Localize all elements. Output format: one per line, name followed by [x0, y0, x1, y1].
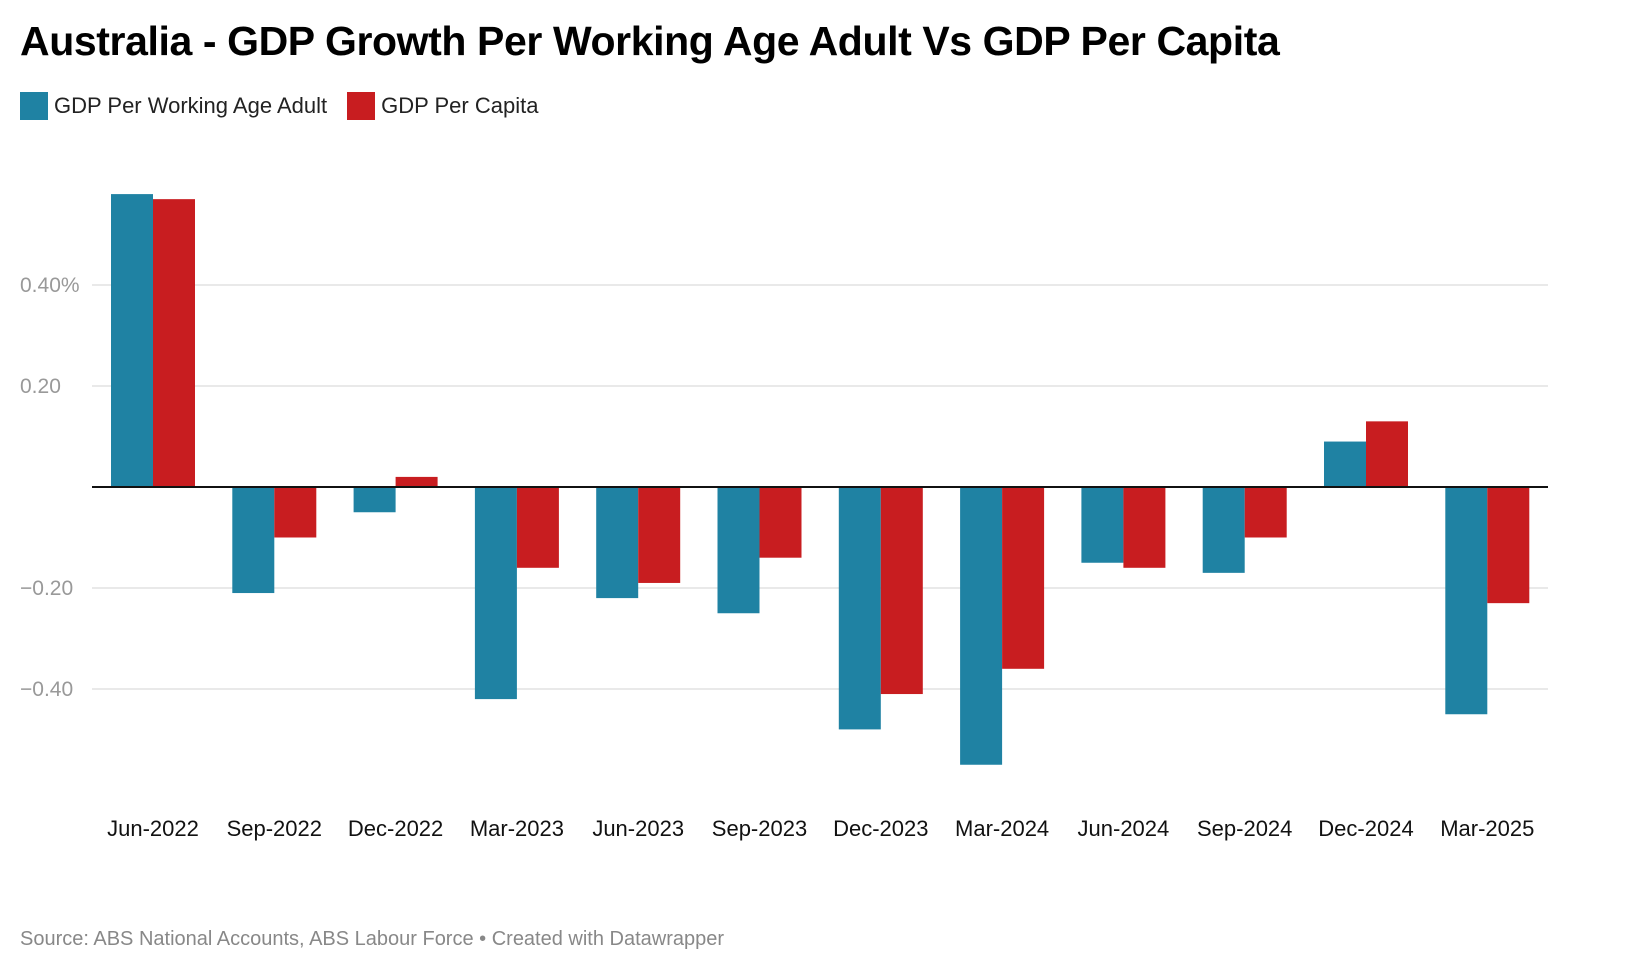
x-tick-label-dec-2023: Dec-2023: [833, 816, 928, 841]
x-tick-label-sep-2023: Sep-2023: [712, 816, 807, 841]
bars: [111, 194, 1530, 765]
x-tick-label-mar-2023: Mar-2023: [470, 816, 564, 841]
bar-per-capita-sep-2022: [274, 487, 317, 538]
bar-per-capita-dec-2022: [395, 476, 438, 487]
bar-per-capita-jun-2022: [153, 199, 195, 487]
bar-working-age-adult-sep-2024: [1202, 487, 1245, 573]
legend-item-working-age-adult: GDP Per Working Age Adult: [20, 92, 327, 120]
legend-label-working-age-adult: GDP Per Working Age Adult: [54, 93, 328, 118]
x-tick-label-jun-2022: Jun-2022: [107, 816, 199, 841]
legend-swatch-per-capita: [347, 92, 376, 120]
x-tick-label-dec-2022: Dec-2022: [348, 816, 443, 841]
bar-working-age-adult-mar-2024: [960, 487, 1003, 765]
bar-working-age-adult-dec-2022: [353, 487, 396, 513]
y-tick-label-1: 0.20: [20, 375, 61, 398]
bar-working-age-adult-dec-2023: [838, 487, 881, 730]
x-tick-label-sep-2022: Sep-2022: [227, 816, 322, 841]
x-tick-label-dec-2024: Dec-2024: [1318, 816, 1413, 841]
bar-working-age-adult-jun-2022: [111, 194, 153, 487]
axes: 0.40% 0.20 −0.20 −0.40 Jun-2022 Sep-2022 Dec-2…: [20, 274, 1548, 841]
bar-per-capita-jun-2023: [638, 487, 681, 583]
bar-working-age-adult-sep-2022: [232, 487, 275, 594]
bar-per-capita-mar-2023: [516, 487, 559, 568]
bar-working-age-adult-mar-2023: [474, 487, 517, 700]
bar-per-capita-sep-2024: [1244, 487, 1287, 538]
bar-per-capita-sep-2023: [759, 487, 802, 558]
legend-swatch-working-age-adult: [20, 92, 48, 120]
bar-working-age-adult-mar-2025: [1445, 487, 1488, 715]
bar-per-capita-dec-2023: [880, 487, 923, 695]
x-tick-label-jun-2023: Jun-2023: [592, 816, 684, 841]
y-tick-label-0: 0.40%: [20, 274, 80, 297]
legend-item-per-capita: GDP Per Capita: [347, 92, 538, 120]
gridlines: [92, 284, 1548, 690]
chart-title: Australia - GDP Growth Per Working Age A…: [20, 18, 1280, 64]
x-tick-label-jun-2024: Jun-2024: [1078, 816, 1170, 841]
bar-working-age-adult-sep-2023: [717, 487, 760, 614]
bar-working-age-adult-jun-2024: [1081, 487, 1124, 563]
y-tick-label-3: −0.40: [20, 678, 73, 701]
bar-per-capita-dec-2024: [1366, 421, 1408, 487]
bar-working-age-adult-jun-2023: [596, 487, 639, 599]
y-tick-label-2: −0.20: [20, 577, 73, 600]
bar-per-capita-mar-2025: [1487, 487, 1530, 604]
bar-per-capita-jun-2024: [1123, 487, 1166, 568]
x-tick-label-mar-2024: Mar-2024: [955, 816, 1049, 841]
legend-label-per-capita: GDP Per Capita: [381, 93, 539, 118]
source-note: Source: ABS National Accounts, ABS Labou…: [20, 928, 725, 950]
bar-working-age-adult-dec-2024: [1324, 441, 1366, 487]
x-tick-label-mar-2025: Mar-2025: [1440, 816, 1534, 841]
x-tick-label-sep-2024: Sep-2024: [1197, 816, 1292, 841]
bar-per-capita-mar-2024: [1002, 487, 1045, 669]
chart-legend: GDP Per Working Age Adult GDP Per Capita: [20, 92, 558, 120]
